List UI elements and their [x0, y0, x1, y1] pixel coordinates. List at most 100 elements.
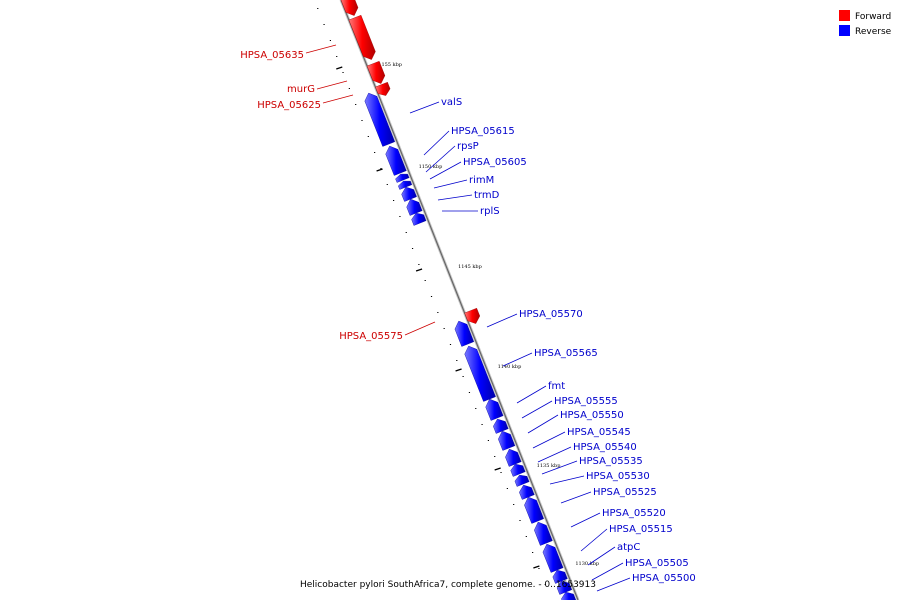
- minor-tick: [348, 88, 350, 89]
- label-HPSA_05500: HPSA_05500: [596, 573, 696, 592]
- minor-tick: [329, 40, 331, 41]
- gene-label: valS: [441, 97, 462, 108]
- minor-tick: [462, 376, 464, 377]
- minor-tick: [525, 536, 527, 537]
- gene-label: HPSA_05515: [609, 524, 673, 535]
- gene-HPSA_05605[interactable]: [398, 180, 413, 190]
- label-rpsP: rpsP: [425, 141, 479, 173]
- minor-tick: [437, 312, 439, 313]
- gene-label: murG: [287, 84, 315, 95]
- gene-rplS[interactable]: [411, 212, 427, 226]
- minor-tick: [411, 248, 414, 249]
- tick-1150: 1150 kbp: [376, 164, 442, 172]
- label-murG: murG: [287, 80, 348, 95]
- minor-tick: [475, 408, 477, 409]
- gene-label: HPSA_05525: [593, 487, 657, 498]
- label-HPSA_05525: HPSA_05525: [560, 487, 657, 504]
- gene-HPSA_05515[interactable]: [542, 543, 564, 573]
- gene-HPSA_05575[interactable]: [464, 307, 481, 324]
- gene-label: HPSA_05500: [632, 573, 696, 584]
- gene-valS[interactable]: [364, 92, 396, 147]
- gene-HPSA_05625[interactable]: [375, 81, 391, 96]
- gene-label: HPSA_05570: [519, 309, 583, 320]
- label-trmD: trmD: [437, 190, 500, 201]
- label-HPSA_05570: HPSA_05570: [486, 309, 583, 328]
- gene-labels: HPSA_05635 murG HPSA_05625 HPSA_05575 valS HP…: [240, 44, 696, 592]
- gene-HPSA_05635[interactable]: [348, 14, 376, 60]
- gene-HPSA_05505[interactable]: [556, 580, 573, 595]
- gene-label: HPSA_05520: [602, 508, 666, 519]
- minor-tick: [519, 520, 521, 521]
- tick-label: 1145 kbp: [458, 264, 482, 270]
- gene-rpsP[interactable]: [395, 173, 410, 183]
- minor-tick: [443, 328, 445, 329]
- gene-fmt[interactable]: [485, 398, 504, 421]
- minor-tick: [374, 152, 376, 153]
- label-HPSA_05530: HPSA_05530: [549, 471, 650, 485]
- gene-HPSA_05555[interactable]: [493, 418, 509, 434]
- gene-label: fmt: [548, 381, 565, 392]
- minor-tick: [405, 232, 407, 233]
- gene-HPSA_05550[interactable]: [498, 430, 516, 451]
- label-HPSA_05615: HPSA_05615: [423, 126, 515, 156]
- minor-tick: [393, 200, 395, 201]
- tick-1135: 1135 kbp: [494, 463, 560, 471]
- gene-label: HPSA_05615: [451, 126, 515, 137]
- gene-HPSA_05570[interactable]: [454, 320, 475, 347]
- gene-label: HPSA_05540: [573, 442, 637, 453]
- backbone: [339, 0, 580, 600]
- gene-HPSA_05540[interactable]: [510, 463, 526, 477]
- tick-1130: 1130 kbp: [533, 561, 599, 569]
- gene-trmD[interactable]: [406, 198, 423, 216]
- minor-tick: [468, 392, 471, 393]
- label-fmt: fmt: [516, 381, 565, 404]
- gene-label: HPSA_05575: [339, 331, 403, 342]
- reverse-swatch: [839, 25, 850, 36]
- minor-tick: [418, 264, 420, 265]
- label-HPSA_05540: HPSA_05540: [537, 442, 637, 463]
- label-rplS: rplS: [442, 206, 500, 217]
- gene-label: HPSA_05625: [257, 100, 321, 111]
- tick-label: 1140 kbp: [498, 364, 522, 370]
- label-HPSA_05515: HPSA_05515: [580, 524, 673, 552]
- gene-atpC[interactable]: [552, 569, 568, 584]
- minor-tick: [513, 504, 515, 505]
- label-HPSA_05520: HPSA_05520: [570, 508, 666, 528]
- legend: Forward Reverse: [839, 10, 892, 37]
- gene-label: atpC: [617, 542, 640, 553]
- gene-HPSA_05525[interactable]: [524, 496, 544, 524]
- minor-tick: [317, 8, 319, 9]
- minor-tick: [323, 24, 325, 25]
- gene-label: HPSA_05535: [579, 456, 643, 467]
- gene-above[interactable]: [340, 0, 359, 16]
- gene-label: HPSA_05530: [586, 471, 650, 482]
- gene-HPSA_05535[interactable]: [514, 474, 530, 487]
- forward-swatch: [839, 10, 850, 21]
- minor-tick: [367, 136, 369, 137]
- gene-label: rplS: [480, 206, 500, 217]
- gene-label: rpsP: [457, 141, 479, 152]
- minor-tick: [481, 424, 483, 425]
- tick-1140: 1140 kbp: [455, 364, 522, 372]
- gene-rimM[interactable]: [401, 186, 417, 202]
- gene-HPSA_05545[interactable]: [505, 448, 522, 467]
- gene-HPSA_05530[interactable]: [519, 484, 535, 500]
- gene-HPSA_05520[interactable]: [534, 521, 553, 546]
- label-atpC: atpC: [587, 542, 640, 566]
- gene-HPSA_05565[interactable]: [464, 345, 496, 402]
- minor-tick: [494, 456, 496, 457]
- minor-tick: [430, 296, 433, 297]
- minor-tick: [380, 168, 382, 169]
- gene-murG[interactable]: [366, 60, 386, 84]
- label-HPSA_05635: HPSA_05635: [240, 44, 337, 61]
- minor-tick: [336, 56, 338, 57]
- gene-label: HPSA_05555: [554, 396, 618, 407]
- scale-ticks: 1155 kbp 1150 kbp 1145 kbp 1140 kbp 1135 kbp…: [317, 8, 599, 585]
- gene-HPSA_05615[interactable]: [385, 145, 407, 176]
- minor-tick: [487, 440, 489, 441]
- label-HPSA_05605: HPSA_05605: [429, 157, 527, 180]
- label-HPSA_05575: HPSA_05575: [339, 321, 436, 342]
- reverse-legend-label: Reverse: [855, 27, 892, 37]
- minor-tick: [506, 488, 508, 489]
